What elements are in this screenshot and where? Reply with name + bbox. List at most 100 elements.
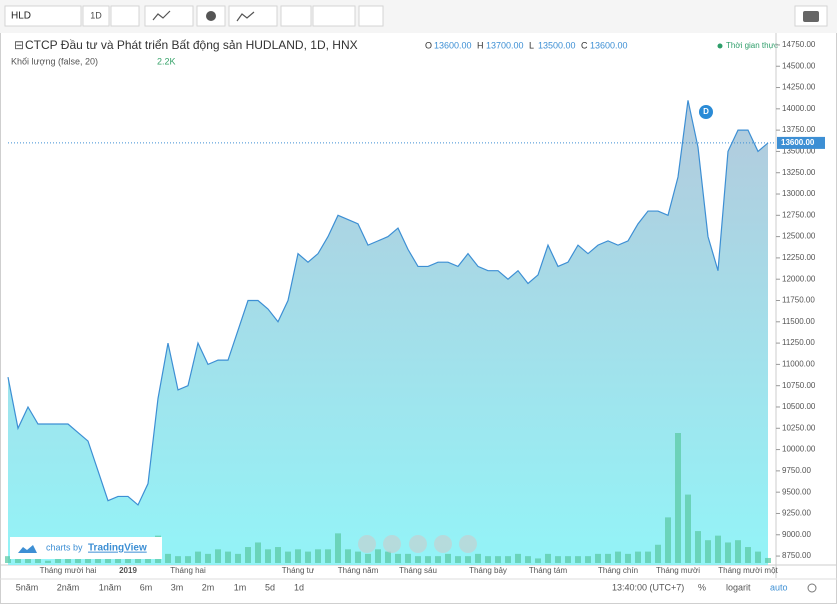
volume-bar <box>185 556 191 563</box>
ohlc-value: 13600.00 <box>434 40 472 50</box>
range-button[interactable]: 2năm <box>57 582 80 592</box>
icon <box>152 10 171 21</box>
volume-bar <box>615 551 621 563</box>
volume-bar <box>35 558 41 563</box>
more-button[interactable] <box>110 5 140 27</box>
icon <box>803 11 819 22</box>
x-tick-label: Tháng bảy <box>469 566 507 575</box>
volume-bar <box>335 533 341 563</box>
compare-button[interactable] <box>280 5 312 27</box>
range-button[interactable]: 1d <box>294 582 304 592</box>
nav-button[interactable] <box>409 535 427 553</box>
volume-bar <box>305 551 311 563</box>
x-tick-label: Tháng mười <box>656 566 700 575</box>
icon <box>236 11 255 22</box>
branding-badge[interactable] <box>10 537 162 559</box>
volume-bar <box>275 547 281 563</box>
volume-bar <box>285 551 291 563</box>
range-button[interactable]: 1m <box>234 582 247 592</box>
area-fill <box>8 100 768 565</box>
x-tick-label: Tháng tám <box>529 566 568 575</box>
ohlc-value: 13500.00 <box>538 40 576 50</box>
y-tick-label: 9750.00 <box>782 466 811 475</box>
fullscreen-button[interactable] <box>358 5 384 27</box>
volume-bar <box>475 553 481 563</box>
volume-bar <box>25 558 31 563</box>
volume-bar <box>45 560 51 563</box>
interval-box[interactable] <box>82 5 110 27</box>
range-button[interactable]: 6m <box>140 582 153 592</box>
volume-bar <box>485 556 491 563</box>
volume-bar <box>365 553 371 563</box>
x-tick-label: Tháng chín <box>598 566 638 575</box>
range-button[interactable]: 5năm <box>16 582 39 592</box>
volume-bar <box>725 542 731 563</box>
auto-toggle[interactable]: auto <box>770 582 788 592</box>
y-tick-label: 14000.00 <box>782 104 816 113</box>
volume-bar <box>445 553 451 563</box>
volume-bar <box>745 547 751 563</box>
settings-icon[interactable] <box>807 583 817 593</box>
volume-bar <box>645 551 651 563</box>
range-button[interactable]: 2m <box>202 582 215 592</box>
volume-bar <box>555 556 561 563</box>
interval: 1D <box>90 10 102 20</box>
x-tick-label: Tháng sáu <box>399 566 437 575</box>
nav-button[interactable] <box>383 535 401 553</box>
volume-title: Khối lượng (false, 20) <box>11 56 98 66</box>
volume-bar <box>755 551 761 563</box>
event-marker[interactable] <box>699 105 713 119</box>
volume-bar <box>565 556 571 563</box>
volume-bar <box>465 556 471 563</box>
x-tick-label: Tháng năm <box>338 566 379 575</box>
x-tick-label: Tháng tư <box>282 566 315 575</box>
range-button[interactable]: 3m <box>171 582 184 592</box>
y-tick-label: 9500.00 <box>782 487 811 496</box>
volume-bar <box>375 549 381 563</box>
ohlc-value: 13600.00 <box>590 40 628 50</box>
nav-button[interactable] <box>434 535 452 553</box>
nav-button[interactable] <box>358 535 376 553</box>
y-tick-label: 13250.00 <box>782 168 816 177</box>
y-tick-label: 11500.00 <box>782 317 815 326</box>
y-tick-label: 11750.00 <box>782 296 815 305</box>
volume-bar <box>225 551 231 563</box>
y-tick-label: 12250.00 <box>782 253 816 262</box>
x-tick-label: Tháng mười hai <box>40 566 97 575</box>
chart-style-button[interactable] <box>144 5 194 27</box>
symbol-box[interactable] <box>4 5 82 27</box>
last-price-label: 13600.00 <box>781 138 815 147</box>
symbol: HLD <box>11 11 31 22</box>
volume-bar <box>735 540 741 563</box>
indicators-button[interactable] <box>228 5 278 27</box>
volume-bar <box>255 542 261 563</box>
icon <box>206 11 216 21</box>
volume-bar <box>5 556 11 563</box>
volume-bar <box>455 556 461 563</box>
volume-bar <box>65 558 71 563</box>
percent-toggle[interactable]: % <box>698 582 706 592</box>
volume-bar <box>235 553 241 563</box>
volume-bar <box>545 553 551 563</box>
last-price-badge <box>777 136 825 149</box>
time-label: 13:40:00 (UTC+7) <box>612 582 684 592</box>
range-button[interactable]: 5d <box>265 582 275 592</box>
nav-button[interactable] <box>459 535 477 553</box>
volume-bar <box>205 553 211 563</box>
log-toggle[interactable]: logarit <box>726 582 751 592</box>
volume-bar <box>355 551 361 563</box>
volume-bar <box>245 547 251 563</box>
volume-bar <box>325 549 331 563</box>
range-button[interactable]: 1năm <box>99 582 122 592</box>
undo-redo[interactable] <box>312 5 356 27</box>
volume-bar <box>265 549 271 563</box>
ohlc-key: C <box>581 40 588 50</box>
volume-bar <box>95 558 101 563</box>
volume-bar <box>55 558 61 563</box>
y-tick-label: 8750.00 <box>782 551 811 560</box>
y-tick-label: 9250.00 <box>782 509 811 518</box>
branding-name[interactable]: TradingView <box>88 543 147 554</box>
volume-bar <box>625 553 631 563</box>
y-tick-label: 10500.00 <box>782 402 816 411</box>
volume-bar <box>405 553 411 563</box>
